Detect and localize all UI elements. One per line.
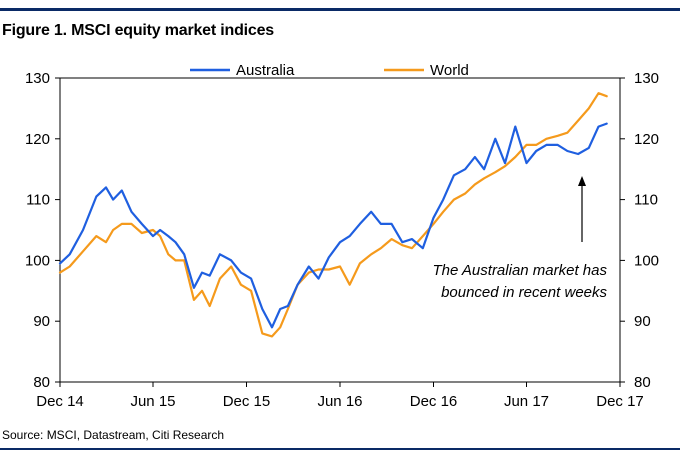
y-tick-label-left: 120	[25, 131, 50, 148]
plot-frame	[59, 77, 621, 383]
legend-label-australia: Australia	[236, 62, 295, 79]
x-tick-label: Jun 16	[317, 393, 362, 410]
x-tick-label: Dec 16	[410, 393, 458, 410]
annotation-line-2: bounced in recent weeks	[441, 284, 607, 301]
annotation-line-1: The Australian market has	[432, 262, 607, 279]
chart-annotation: The Australian market has bounced in rec…	[432, 176, 608, 301]
series-layer	[58, 92, 608, 338]
y-tick-label-left: 80	[33, 374, 50, 391]
y-tick-label-right: 130	[634, 70, 659, 87]
x-tick-label: Dec 15	[223, 393, 271, 410]
chart-axes: 80 90 100 110 120 130 80 90 100 110 120 130 Dec 14 Ju…	[25, 70, 659, 410]
x-tick-label: Dec 17	[596, 393, 644, 410]
y-tick-label-right: 100	[634, 252, 659, 269]
figure-title: Figure 1. MSCI equity market indices	[2, 22, 274, 39]
bottom-rule	[0, 448, 680, 450]
y-tick-label-left: 110	[26, 192, 50, 209]
y-tick-label-right: 80	[634, 374, 651, 391]
y-tick-label-left: 130	[25, 70, 50, 87]
y-tick-label-right: 110	[634, 192, 658, 209]
y-tick-label-right: 120	[634, 131, 659, 148]
annotation-arrow-head	[578, 176, 586, 186]
top-rule	[0, 8, 680, 11]
y-tick-label-left: 90	[33, 313, 50, 330]
x-tick-label: Jun 17	[504, 393, 549, 410]
y-tick-label-left: 100	[25, 252, 50, 269]
legend-label-world: World	[430, 62, 469, 79]
chart-legend: Australia World	[190, 62, 469, 79]
series-line-australia	[58, 122, 608, 329]
x-tick-label: Jun 15	[130, 393, 175, 410]
x-tick-label: Dec 14	[36, 393, 84, 410]
source-note: Source: MSCI, Datastream, Citi Research	[2, 428, 225, 442]
y-tick-label-right: 90	[634, 313, 651, 330]
